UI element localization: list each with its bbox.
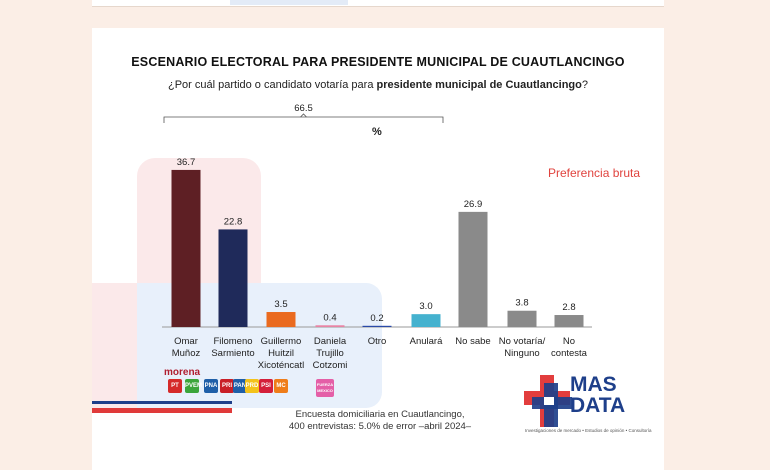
stripe-red bbox=[92, 408, 232, 413]
value-label-4: 0.2 bbox=[370, 313, 383, 324]
footnote-line-1: Encuesta domiciliaria en Cuautlancingo, bbox=[295, 409, 465, 420]
bar-8 bbox=[554, 315, 584, 327]
category-label-8-0: No bbox=[563, 336, 575, 347]
party-logo-1: PVEM bbox=[185, 379, 202, 393]
logo-cross-center bbox=[544, 397, 554, 405]
value-label-2: 3.5 bbox=[274, 299, 287, 310]
footnote-line-2: 400 entrevistas: 5.0% de error –abril 20… bbox=[288, 421, 472, 432]
chart-slide: ESCENARIO ELECTORAL PARA PRESIDENTE MUNI… bbox=[92, 28, 664, 470]
category-label-7-0: No votaría/ bbox=[499, 336, 546, 347]
bar-6 bbox=[458, 211, 488, 327]
category-label-3-0: Daniela bbox=[314, 336, 347, 347]
bar-2 bbox=[266, 312, 296, 327]
total-bracket-notch bbox=[300, 113, 307, 118]
party-logo-6: PSI bbox=[259, 379, 273, 393]
value-label-3: 0.4 bbox=[323, 312, 336, 323]
bar-5 bbox=[411, 314, 441, 327]
category-label-2-0: Guillermo bbox=[261, 336, 302, 347]
brand-name: MAS DATA bbox=[570, 374, 625, 416]
value-label-7: 3.8 bbox=[515, 298, 528, 309]
party-logo-8: FUERZA MEXICO bbox=[316, 379, 334, 397]
party-logo-2: PNA bbox=[204, 379, 218, 393]
brand-tagline: Investigaciones de mercado • Estudios de… bbox=[525, 428, 652, 433]
subtitle-bold: presidente municipal de Cuautlancingo bbox=[376, 79, 582, 91]
bar-7 bbox=[507, 310, 537, 327]
highlight-panel-pink-left bbox=[92, 283, 137, 408]
chart-subtitle: ¿Por cuál partido o candidato votaría pa… bbox=[92, 79, 664, 91]
total-bracket bbox=[163, 116, 444, 123]
category-label-3-2: Cotzomi bbox=[313, 360, 348, 371]
previous-slide-accent bbox=[230, 0, 348, 5]
party-logo-0: PT bbox=[168, 379, 182, 393]
unit-label: % bbox=[372, 126, 382, 138]
category-label-1-1: Sarmiento bbox=[211, 348, 254, 359]
brand-line-1: MAS bbox=[570, 373, 617, 396]
survey-footnote: Encuesta domiciliaria en Cuautlancingo, … bbox=[270, 409, 490, 433]
category-label-0-1: Muñoz bbox=[172, 348, 201, 359]
previous-slide-edge bbox=[92, 0, 664, 7]
category-label-1-0: Filomeno bbox=[213, 336, 252, 347]
preference-label: Preferencia bruta bbox=[548, 166, 641, 180]
category-label-3-1: Trujillo bbox=[316, 348, 344, 359]
masdata-logo bbox=[524, 375, 572, 427]
subtitle-prefix: ¿Por cuál partido o candidato votaría pa… bbox=[167, 79, 377, 91]
category-label-7-1: Ninguno bbox=[504, 348, 539, 359]
value-label-1: 22.8 bbox=[224, 216, 243, 227]
value-label-6: 26.9 bbox=[464, 199, 483, 210]
party-logo-4: PAN bbox=[233, 379, 247, 393]
value-label-8: 2.8 bbox=[562, 302, 575, 313]
bar-0 bbox=[171, 169, 201, 327]
category-label-5-0: Anulará bbox=[410, 336, 443, 347]
brand-line-2: DATA bbox=[570, 394, 626, 417]
value-label-0: 36.7 bbox=[177, 157, 196, 168]
subtitle-suffix: ? bbox=[581, 79, 588, 91]
stripe-blue bbox=[92, 401, 232, 404]
category-label-2-2: Xicoténcatl bbox=[258, 360, 304, 371]
category-label-0-0: Omar bbox=[174, 336, 198, 347]
party-logo-5: PRD bbox=[245, 379, 259, 393]
category-label-8-1: contesta bbox=[551, 348, 588, 359]
chart-title: ESCENARIO ELECTORAL PARA PRESIDENTE MUNI… bbox=[131, 55, 625, 69]
bar-4 bbox=[362, 325, 392, 327]
value-label-5: 3.0 bbox=[419, 301, 432, 312]
bar-3 bbox=[315, 325, 345, 327]
category-label-2-1: Huitzil bbox=[268, 348, 294, 359]
bar-1 bbox=[218, 229, 248, 327]
morena-wordmark: morena bbox=[164, 367, 201, 378]
party-logo-7: MC bbox=[274, 379, 288, 393]
category-label-6-0: No sabe bbox=[455, 336, 490, 347]
bracket-total-label: 66.5 bbox=[294, 103, 313, 114]
category-label-4-0: Otro bbox=[368, 336, 386, 347]
party-logo-3: PRI bbox=[220, 379, 234, 393]
